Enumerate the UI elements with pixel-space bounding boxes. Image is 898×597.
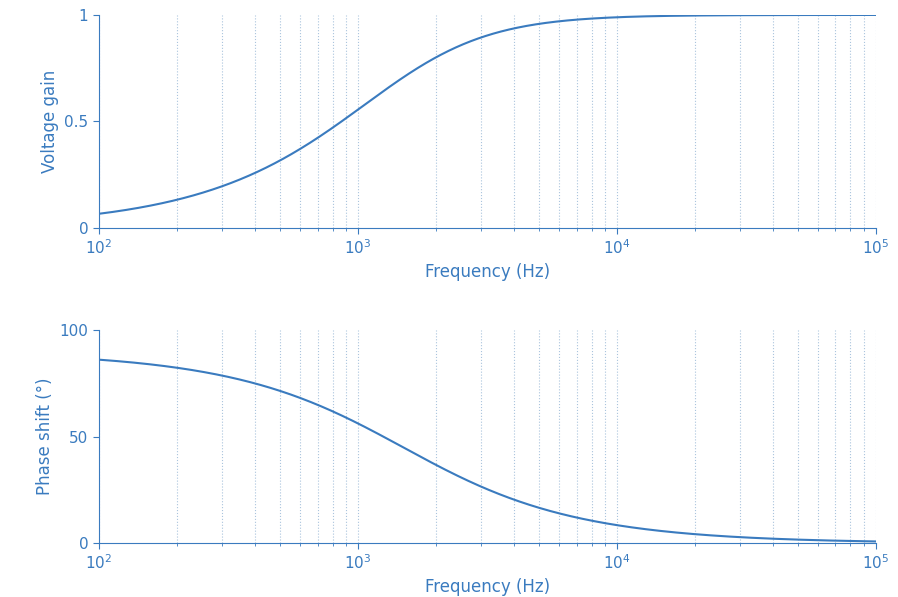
X-axis label: Frequency (Hz): Frequency (Hz) xyxy=(425,263,550,281)
Y-axis label: Phase shift (°): Phase shift (°) xyxy=(36,378,54,496)
X-axis label: Frequency (Hz): Frequency (Hz) xyxy=(425,578,550,596)
Y-axis label: Voltage gain: Voltage gain xyxy=(40,70,58,173)
